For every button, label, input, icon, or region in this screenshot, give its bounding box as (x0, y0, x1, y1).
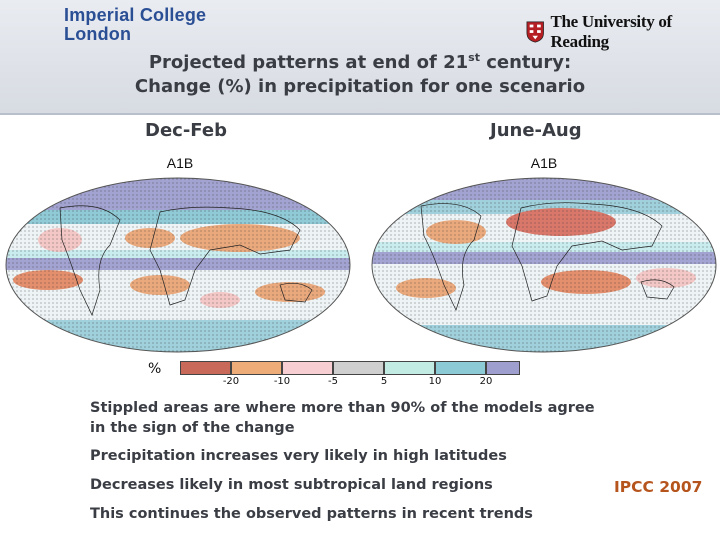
note-subtropics: Decreases likely in most subtropical lan… (90, 477, 493, 493)
legend-tick: 10 (428, 376, 442, 387)
title-line2: Change (%) in precipitation for one scen… (134, 76, 586, 97)
imperial-college-logo: Imperial College London (64, 6, 206, 44)
source-citation: IPCC 2007 (614, 478, 703, 496)
imperial-logo-line1: Imperial College (64, 5, 207, 25)
legend-swatch-4 (333, 361, 384, 375)
imperial-logo-line2: London (64, 24, 132, 44)
header-banner: Imperial College London The University o… (0, 0, 720, 115)
legend-tick: 5 (380, 376, 388, 387)
slide-title: Projected patterns at end of 21st centur… (0, 46, 720, 99)
legend-tick: -5 (328, 376, 338, 387)
precipitation-legend: % -20 -10 -5 5 10 20 (140, 357, 520, 391)
reading-university-logo: The University of Reading (526, 12, 720, 52)
legend-unit: % (148, 361, 162, 377)
season-label-djf: Dec-Feb (145, 120, 227, 141)
note-high-latitudes: Precipitation increases very likely in h… (90, 448, 507, 464)
precipitation-map-jja: A1B (371, 155, 717, 353)
legend-swatch-5 (384, 361, 435, 375)
scenario-label-jja: A1B (531, 155, 557, 171)
legend-tick: -20 (222, 376, 240, 387)
scenario-label-djf: A1B (167, 155, 193, 171)
legend-tick: 20 (479, 376, 493, 387)
reading-logo-text: The University of Reading (550, 12, 672, 51)
legend-swatch-2 (231, 361, 282, 375)
legend-swatch-6 (435, 361, 486, 375)
legend-tick: -10 (273, 376, 291, 387)
legend-swatch-7 (486, 361, 520, 375)
precipitation-map-djf: A1B (5, 155, 351, 353)
reading-crest-icon (526, 21, 544, 43)
legend-swatch-1 (180, 361, 231, 375)
season-label-jja: June-Aug (490, 120, 582, 141)
note-observed-trends: This continues the observed patterns in … (90, 506, 533, 522)
title-line1: Projected patterns at end of 21st centur… (148, 51, 572, 73)
legend-swatch-3 (282, 361, 333, 375)
stipple-note: Stippled areas are where more than 90% o… (90, 400, 595, 436)
